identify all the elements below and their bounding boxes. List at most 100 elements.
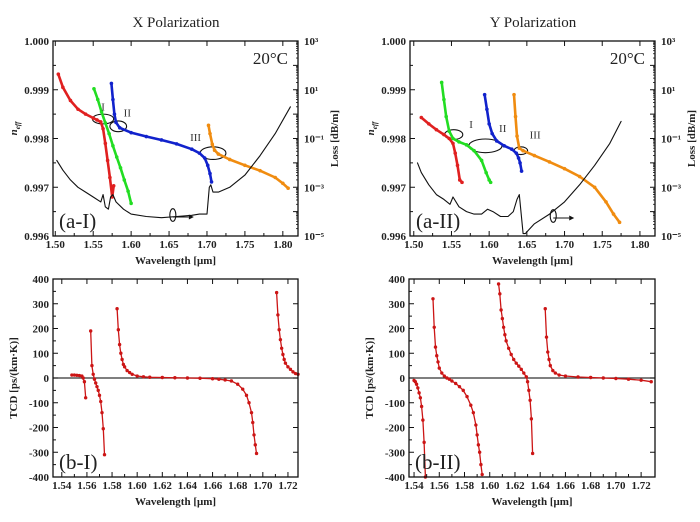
data-point <box>519 169 524 173</box>
x-tick-label: 1.72 <box>631 480 651 492</box>
region-ellipse <box>169 208 177 222</box>
right-axis-arrow-icon <box>188 214 194 220</box>
data-point <box>427 122 431 126</box>
data-point <box>94 381 98 385</box>
x-tick-label: 1.54 <box>404 480 424 492</box>
x-tick-label: 1.60 <box>480 239 500 251</box>
y-tick-label: 0.999 <box>24 85 49 97</box>
data-point <box>503 332 507 337</box>
x-tick-label: 1.62 <box>153 480 173 492</box>
data-point <box>141 375 146 379</box>
data-point <box>513 114 518 119</box>
x-tick-label: 1.54 <box>52 480 72 492</box>
data-point <box>148 375 152 379</box>
data-point <box>208 171 212 176</box>
y-tick-label: -200 <box>385 423 406 435</box>
data-point <box>516 156 521 160</box>
x-tick-label: 1.66 <box>556 480 576 492</box>
data-point <box>235 382 240 386</box>
y2-tick-label: 10⁻⁵ <box>661 231 682 243</box>
series-line-tcd-seg-3 <box>116 308 258 455</box>
data-point <box>117 342 122 347</box>
data-point <box>100 410 104 415</box>
x-tick-label: 1.72 <box>278 480 298 492</box>
data-point <box>277 328 281 332</box>
y-tick-label: 400 <box>389 274 406 286</box>
data-point <box>431 297 435 301</box>
data-point <box>461 388 465 393</box>
data-point <box>95 384 99 389</box>
temperature-annotation: 20°C <box>253 49 288 68</box>
data-point <box>205 163 210 168</box>
data-point <box>417 391 421 395</box>
data-point <box>515 134 519 138</box>
data-point <box>210 142 215 147</box>
data-point <box>524 375 529 379</box>
data-point <box>82 380 87 384</box>
panel-label: (b-II) <box>415 450 460 474</box>
region-ellipse <box>549 209 557 223</box>
data-point <box>544 335 549 339</box>
data-point <box>91 372 95 376</box>
series-line-tcd-seg-2 <box>432 298 483 476</box>
data-point <box>471 410 476 415</box>
data-point <box>509 147 514 152</box>
y-tick-label: 0.996 <box>381 231 406 243</box>
data-point <box>488 180 493 185</box>
data-point <box>498 292 502 296</box>
data-point <box>56 72 61 76</box>
data-point <box>588 375 593 380</box>
y-tick-label: 0.999 <box>381 85 406 97</box>
data-point <box>249 410 254 415</box>
data-point <box>419 115 424 120</box>
data-point <box>453 381 458 386</box>
y-tick-label: 0 <box>44 373 50 385</box>
data-point <box>617 220 622 225</box>
data-point <box>258 168 262 173</box>
data-point <box>190 147 194 152</box>
series-line-tcd-seg-4 <box>544 308 652 383</box>
data-point <box>116 328 121 332</box>
data-point <box>288 367 293 372</box>
x-tick-label: 1.70 <box>253 480 273 492</box>
data-point <box>532 153 537 158</box>
y2-tick-label: 10³ <box>661 36 676 48</box>
data-point <box>457 384 462 389</box>
y2-tick-label: 10⁻³ <box>304 182 325 194</box>
data-point <box>244 393 249 398</box>
data-point <box>414 382 419 386</box>
data-point <box>514 151 519 155</box>
data-point <box>517 146 522 151</box>
data-point <box>496 282 501 286</box>
data-point <box>91 116 96 120</box>
data-point <box>418 396 423 400</box>
data-point <box>527 388 531 393</box>
data-point <box>223 378 227 382</box>
data-point <box>279 346 284 350</box>
data-point <box>548 363 552 368</box>
data-point <box>434 127 439 132</box>
y2-axis-title: Loss [dB/m] <box>329 110 341 167</box>
data-point <box>464 143 469 147</box>
data-point <box>278 337 283 342</box>
chart-title: Y Polarization <box>490 15 577 31</box>
data-point <box>604 200 608 204</box>
data-point <box>522 371 526 375</box>
data-point <box>465 394 469 399</box>
data-point <box>479 158 484 163</box>
data-point <box>494 139 499 143</box>
y-tick-label: 0.998 <box>381 134 406 146</box>
series-line-mode-red <box>56 72 115 199</box>
data-point <box>286 365 290 369</box>
data-point <box>281 181 285 186</box>
data-point <box>437 366 441 370</box>
x-tick-label: 1.70 <box>555 239 575 251</box>
series-line-tcd-seg-2 <box>90 330 106 456</box>
panel-label: (a-II) <box>416 209 460 233</box>
region-label: III <box>530 130 541 142</box>
region-label: I <box>469 119 473 131</box>
data-point <box>274 290 279 295</box>
data-point <box>206 123 211 128</box>
data-point <box>517 364 521 368</box>
data-point <box>114 120 118 125</box>
